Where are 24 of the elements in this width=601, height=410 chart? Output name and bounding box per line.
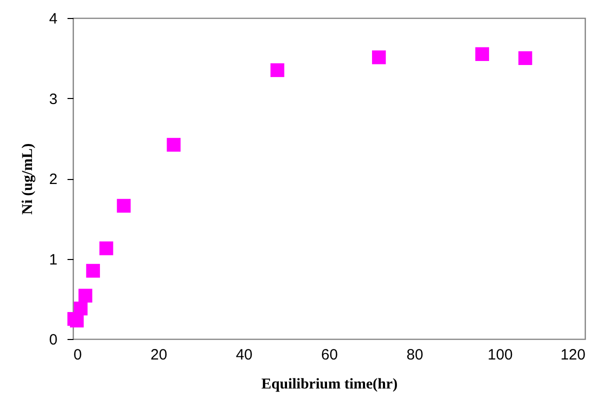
y-tick-label: 4 xyxy=(49,10,58,28)
x-axis-title: Equilibrium time(hr) xyxy=(261,376,398,392)
x-tick-label: 120 xyxy=(560,346,586,364)
y-tick-label: 2 xyxy=(49,171,58,188)
point xyxy=(166,138,181,152)
point xyxy=(78,288,92,303)
point xyxy=(270,63,284,78)
point xyxy=(116,198,131,213)
point xyxy=(518,51,532,66)
point xyxy=(475,47,490,62)
x-tick-label: 100 xyxy=(488,346,513,364)
x-tick-label: 20 xyxy=(150,346,168,364)
y-tick-label: 0 xyxy=(49,332,58,348)
x-tick-label: 40 xyxy=(236,346,253,364)
x-tick-label: 0 xyxy=(74,346,82,364)
point xyxy=(372,50,386,64)
y-tick-label: 1 xyxy=(49,251,58,268)
x-tick-label: 80 xyxy=(406,346,424,364)
y-axis-title: Ni (ug/mL) xyxy=(20,143,36,215)
point xyxy=(86,264,100,278)
point xyxy=(74,302,88,316)
y-tick-label: 3 xyxy=(49,90,58,108)
point xyxy=(99,241,114,256)
x-tick-label: 60 xyxy=(321,346,338,364)
